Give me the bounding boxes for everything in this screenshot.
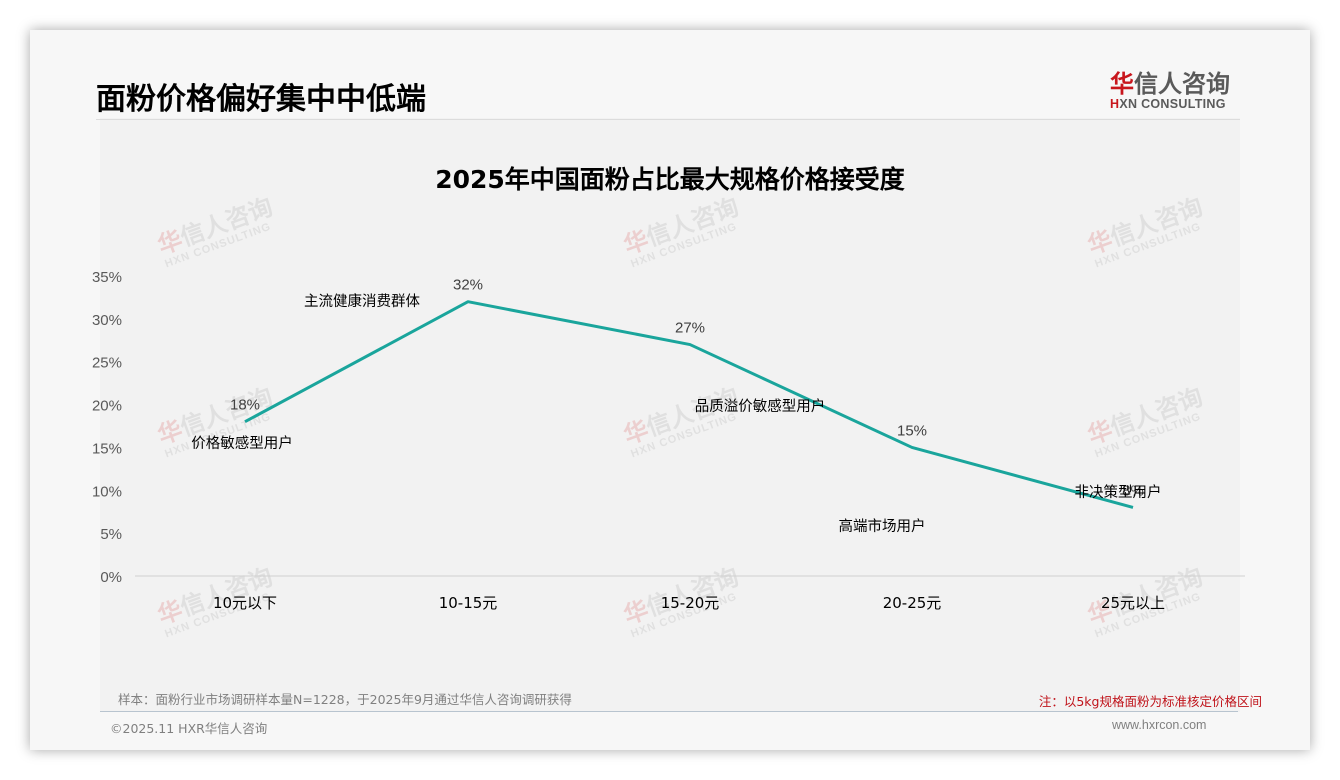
price-note: 注：以5kg规格面粉为标准核定价格区间 [1038, 694, 1262, 709]
line-chart: 0% 5% 10% 15% 20% 25% 30% 35% 10元以下 10-15元 15-20元 2… [92, 269, 1245, 612]
y-tick-label: 30% [92, 312, 122, 329]
data-value-label: 27% [675, 320, 705, 337]
logo-cn: 华信人咨询 [1110, 64, 1245, 99]
x-tick-label: 10-15元 [439, 594, 498, 612]
segment-annotation: 非决策型用户 [1075, 484, 1162, 501]
segment-annotation: 高端市场用户 [839, 518, 926, 535]
y-tick-label: 0% [100, 569, 122, 586]
x-tick-label: 25元以上 [1101, 594, 1165, 612]
copyright: ©2025.11 HXR华信人咨询 [110, 721, 268, 736]
segment-annotation: 价格敏感型用户 [191, 435, 293, 452]
chart-panel [100, 118, 1240, 712]
segment-annotation: 品质溢价敏感型用户 [695, 398, 826, 415]
logo-en-rest: XN CONSULTING [1119, 97, 1226, 111]
y-tick-label: 35% [92, 269, 122, 286]
sample-note: 样本：面粉行业市场调研样本量N=1228，于2025年9月通过华信人咨询调研获得 [118, 692, 572, 707]
logo-cn-red: 华 [1110, 70, 1134, 98]
website-url: www.hxrcon.com [1112, 718, 1207, 732]
header-divider [96, 119, 1240, 120]
logo-en: HXN CONSULTING [1110, 97, 1245, 111]
logo-en-red: H [1110, 97, 1120, 111]
y-tick-label: 25% [92, 355, 122, 372]
x-tick-label: 20-25元 [883, 594, 942, 612]
y-tick-label: 10% [92, 483, 122, 500]
data-value-label: 32% [453, 277, 483, 294]
y-tick-label: 15% [92, 440, 122, 457]
chart-title: 2025年中国面粉占比最大规格价格接受度 [435, 165, 905, 194]
logo-cn-rest: 信人咨询 [1134, 70, 1230, 98]
data-value-label: 15% [897, 422, 927, 439]
y-tick-label: 20% [92, 398, 122, 415]
data-line [244, 300, 1134, 509]
data-value-label: 18% [230, 397, 260, 414]
footer-divider [100, 711, 1238, 712]
data-value-label: 8% [1122, 482, 1144, 499]
brand-logo: 华信人咨询 HXN CONSULTING [1110, 64, 1245, 111]
page-title: 面粉价格偏好集中中低端 [96, 82, 426, 117]
y-tick-label: 5% [100, 526, 122, 543]
slide: 面粉价格偏好集中中低端 华信人咨询 HXN CONSULTING 华信人咨询HX… [30, 30, 1310, 750]
x-tick-label: 15-20元 [661, 594, 720, 612]
segment-annotation: 主流健康消费群体 [304, 293, 420, 310]
x-tick-label: 10元以下 [213, 594, 277, 612]
